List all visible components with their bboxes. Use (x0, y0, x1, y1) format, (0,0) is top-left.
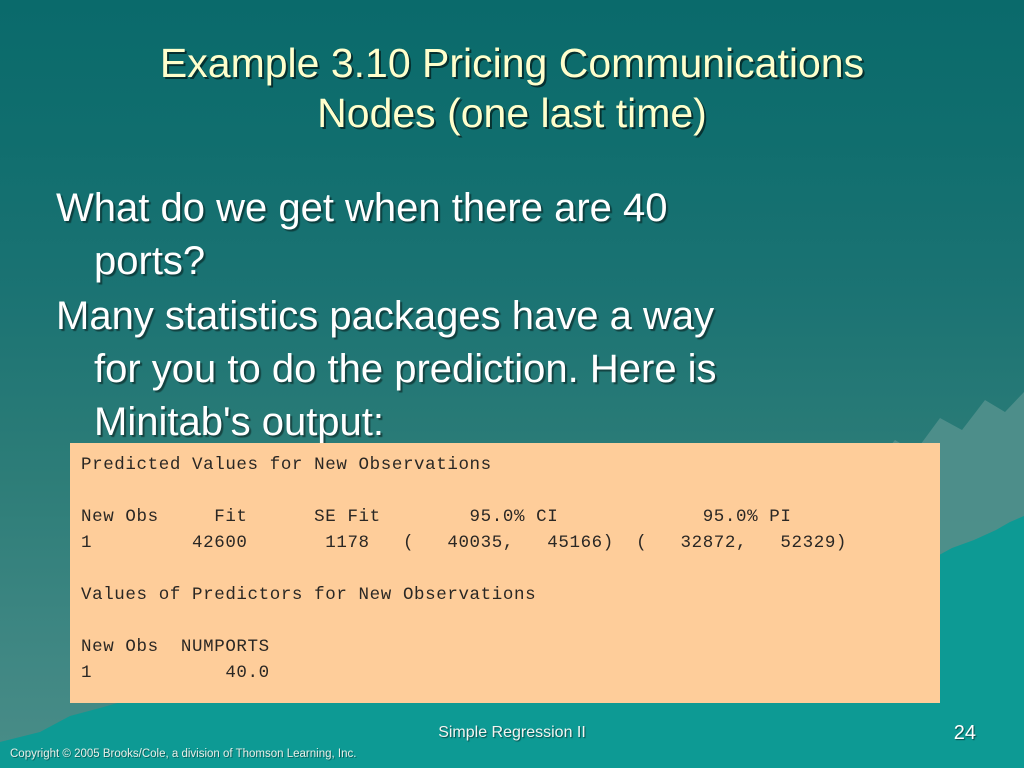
slide-title: Example 3.10 Pricing Communications Node… (62, 38, 962, 138)
minitab-output-table-1-row-1: 1 42600 1178 ( 40035, 45166) ( 32872, 52… (81, 533, 848, 553)
footer-copyright: Copyright © 2005 Brooks/Cole, a division… (10, 748, 357, 760)
minitab-output-blank-2 (81, 556, 940, 582)
slide-title-line-2: Nodes (one last time) (317, 90, 707, 136)
slide-page-number: 24 (953, 722, 976, 744)
bullet-1-line-2: ports? (94, 239, 206, 283)
slide-body: What do we get when there are 40 ports? … (56, 182, 956, 451)
bullet-item-2: Many statistics packages have a way for … (56, 290, 956, 449)
bullet-item-1: What do we get when there are 40 ports? (56, 182, 956, 288)
minitab-output-blank-1 (81, 478, 940, 504)
slide-title-line-1: Example 3.10 Pricing Communications (159, 40, 865, 86)
footer-title: Simple Regression II (438, 724, 586, 741)
minitab-output-table-2-row-1: 1 40.0 (81, 663, 270, 683)
minitab-output-blank-3 (81, 608, 940, 634)
bullet-2-line-1: Many statistics packages have a way (56, 294, 715, 338)
minitab-output-panel: Predicted Values for New Observations Ne… (70, 443, 940, 703)
minitab-output-heading-1: Predicted Values for New Observations (81, 455, 492, 475)
minitab-output-heading-2: Values of Predictors for New Observation… (81, 585, 537, 605)
bullet-2-line-3: Minitab's output: (94, 400, 385, 444)
bullet-2-line-2: for you to do the prediction. Here is (94, 347, 717, 391)
minitab-output-table-2-header: New Obs NUMPORTS (81, 637, 270, 657)
minitab-output-table-1-header: New Obs Fit SE Fit 95.0% CI 95.0% PI (81, 507, 792, 527)
bullet-1-line-1: What do we get when there are 40 (56, 186, 668, 230)
